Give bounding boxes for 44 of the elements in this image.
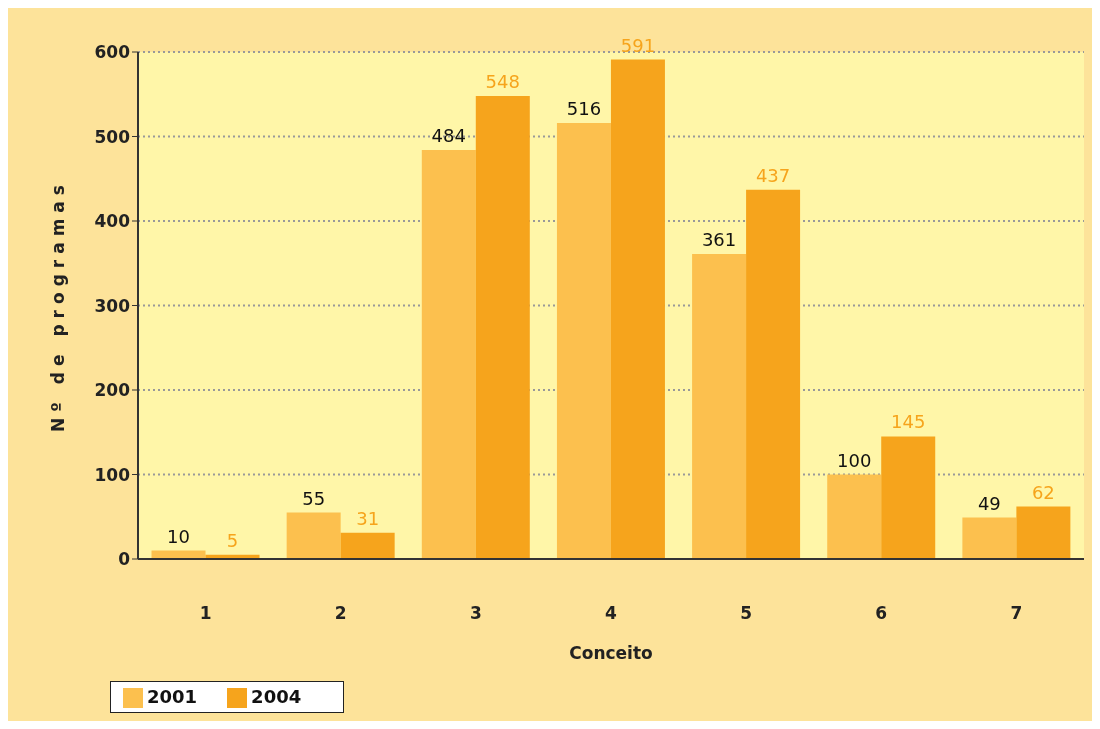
bar (962, 517, 1017, 559)
bar (692, 253, 747, 559)
y-tick-label: 400 (94, 211, 131, 232)
bar (286, 512, 341, 559)
x-tick-label: 2 (334, 603, 347, 624)
data-label: 145 (891, 411, 926, 433)
x-tick-label: 3 (469, 603, 482, 624)
data-label: 10 (167, 525, 190, 547)
bar (421, 150, 476, 559)
bar (556, 122, 611, 559)
data-label: 361 (701, 228, 737, 250)
data-label: 49 (977, 492, 1001, 514)
y-tick-label: 600 (94, 42, 131, 63)
data-label: 591 (620, 34, 656, 56)
y-tick-label: 200 (94, 380, 131, 401)
data-label: 484 (431, 125, 466, 147)
x-tick-label: 6 (875, 603, 888, 624)
bar (746, 189, 801, 559)
x-axis-title: Conceito (569, 643, 653, 663)
bar (881, 436, 936, 559)
x-tick-label: 7 (1010, 603, 1023, 624)
data-label: 55 (302, 487, 326, 509)
x-tick-label: 1 (199, 603, 212, 624)
x-tick-label: 4 (605, 603, 618, 624)
data-label: 31 (356, 507, 380, 529)
bar (1016, 506, 1071, 559)
y-tick-label: 500 (94, 126, 131, 147)
data-label: 548 (485, 70, 520, 92)
y-tick-label: 100 (94, 464, 131, 485)
bar (475, 95, 530, 559)
bar (340, 532, 395, 559)
data-label: 437 (755, 164, 791, 186)
y-tick-label: 300 (94, 295, 131, 316)
legend-label: 2004 (251, 686, 302, 707)
y-tick-label: 0 (118, 549, 131, 570)
data-label: 516 (566, 97, 602, 119)
x-tick-label: 5 (740, 603, 753, 624)
data-label: 62 (1031, 481, 1055, 503)
legend-label: 2001 (147, 686, 198, 707)
y-axis-title: Nº de programas (48, 179, 69, 432)
data-label: 100 (837, 449, 872, 471)
data-label: 5 (226, 529, 239, 551)
bar (827, 474, 882, 559)
bar (610, 59, 665, 559)
